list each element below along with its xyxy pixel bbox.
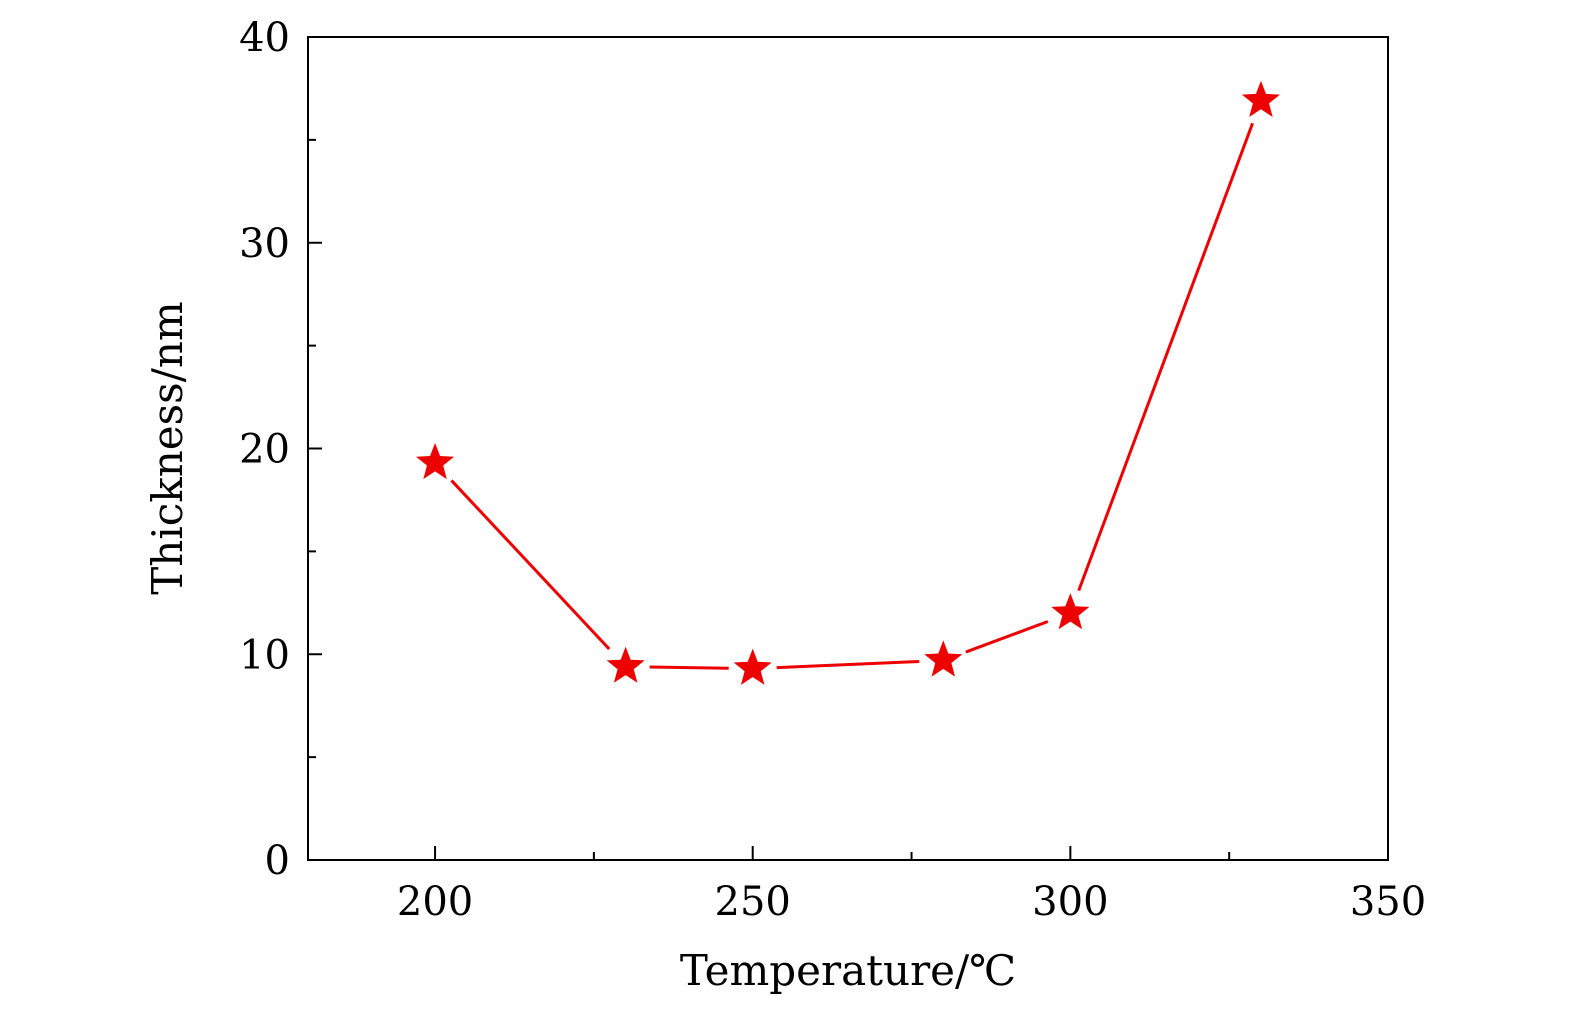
x-axis-title: Temperature/℃ xyxy=(680,946,1016,995)
series-markers xyxy=(416,80,1280,685)
y-axis-tick-labels: 0 10 20 30 40 xyxy=(239,15,290,884)
y-tick-label: 20 xyxy=(239,427,290,473)
y-tick-label: 0 xyxy=(265,838,290,884)
plot-frame xyxy=(307,36,1389,861)
x-tick-label: 350 xyxy=(1350,879,1426,925)
x-axis-ticks xyxy=(434,846,1389,860)
data-point-star xyxy=(606,646,645,683)
y-axis-ticks xyxy=(308,36,322,861)
data-point-star xyxy=(733,648,772,685)
y-tick-label: 40 xyxy=(239,15,290,61)
x-axis-tick-labels: 200 250 300 350 xyxy=(397,879,1426,925)
series-line-segment xyxy=(450,479,611,651)
series-line-segment xyxy=(965,620,1049,654)
series-line-segment xyxy=(649,665,729,670)
y-axis-title: Thickness/nm xyxy=(143,301,192,595)
y-tick-label: 10 xyxy=(239,632,290,678)
x-tick-label: 300 xyxy=(1032,879,1108,925)
series-lines xyxy=(450,122,1254,670)
data-point-star xyxy=(1241,80,1280,117)
data-point-star xyxy=(924,640,963,677)
data-point-star xyxy=(1051,593,1090,630)
series-line-segment xyxy=(776,659,920,670)
series-line-segment xyxy=(1077,122,1254,592)
data-point-star xyxy=(416,442,455,480)
y-tick-label: 30 xyxy=(239,221,290,267)
x-tick-label: 250 xyxy=(715,879,791,925)
x-tick-label: 200 xyxy=(397,879,473,925)
